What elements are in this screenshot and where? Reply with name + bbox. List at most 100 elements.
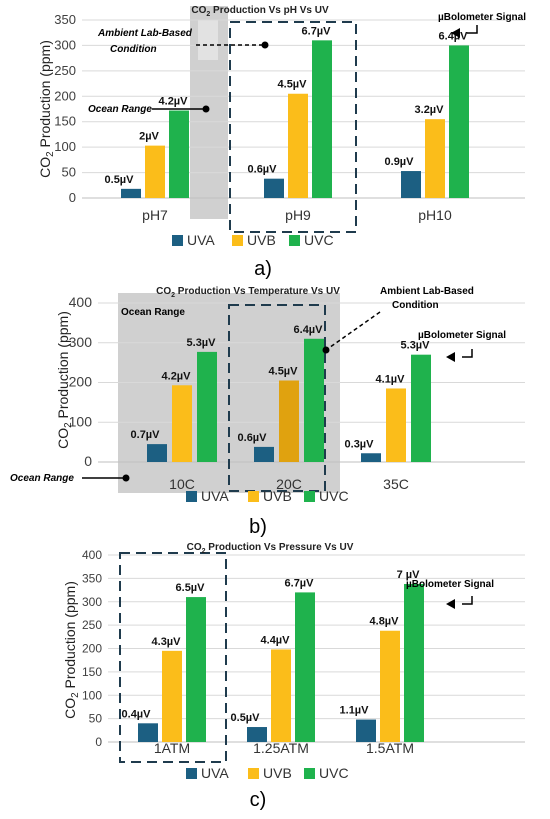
y-tick-label: 300 (69, 334, 93, 350)
chart-title-suffix: Production Vs Temperature Vs UV (175, 286, 340, 297)
x-category-label: 10C (169, 476, 195, 492)
y-tick-label: 150 (82, 665, 102, 679)
x-category-label: 1.5ATM (366, 740, 414, 756)
x-category-label: pH9 (285, 207, 311, 223)
panel-label: c) (250, 789, 267, 811)
bar-uva-ph7 (121, 188, 141, 198)
bar-uvc-10c (197, 351, 217, 462)
y-tick-label: 50 (62, 165, 76, 180)
ocean-condition-box (119, 552, 227, 763)
chart-title-suffix: Production Vs pH Vs UV (210, 5, 329, 16)
data-label: 7 µV (397, 569, 421, 581)
bar-uva-10c (147, 444, 167, 462)
bar-uvc-1atm (186, 597, 206, 742)
x-category-label: pH10 (418, 207, 452, 223)
chart-title-prefix: CO (191, 5, 206, 16)
bar-uvc-ph10 (449, 45, 469, 198)
legend-label-uva: UVA (187, 232, 215, 248)
legend-swatch-uva (186, 491, 197, 502)
chart-title: CO2 Production Vs Pressure Vs UV (187, 542, 354, 555)
arrow-tail (462, 596, 473, 605)
legend-label-uvc: UVC (319, 765, 349, 781)
bar-uvc-20c (304, 338, 324, 462)
data-label: 6.5µV (176, 582, 206, 594)
legend-label-uva: UVA (201, 488, 229, 504)
legend: UVA UVB UVC (186, 765, 349, 781)
y-axis-label-co: CO (62, 698, 78, 719)
chart-panel-2: 0 100 200 300 400 0.7µV 4.2µV 5.3µV 10C 0.6µV 4.5µ… (55, 286, 525, 538)
panel-label: b) (249, 516, 267, 538)
chart-title-subscript: 2 (171, 292, 175, 299)
data-label: 4.8µV (370, 616, 400, 628)
data-label: 4.3µV (152, 636, 182, 648)
bar-uva-ph10 (401, 171, 421, 198)
bar-uvc-1.25atm (295, 592, 315, 742)
arrow-tail (467, 25, 478, 34)
legend-label-uvb: UVB (263, 488, 292, 504)
ambient-annotation-line2: Condition (392, 300, 439, 311)
bar-uvb-10c (172, 385, 192, 462)
data-label: 6.4µV (439, 30, 469, 42)
data-label: 4.2µV (162, 370, 192, 382)
y-axis-label: CO2 Production (ppm) (62, 581, 81, 719)
y-tick-label: 250 (82, 618, 102, 632)
legend-swatch-uva (186, 768, 197, 779)
bolometer-annotation: µBolometer Signal (438, 12, 526, 23)
legend-label-uvc: UVC (319, 488, 349, 504)
y-tick-label: 50 (89, 712, 103, 726)
arrow-head (446, 599, 455, 609)
x-category-label: 1ATM (154, 740, 190, 756)
bar-uva-ph9 (264, 178, 284, 198)
bar-uvc-ph9 (312, 40, 332, 198)
data-label: 2µV (139, 131, 159, 143)
ambient-highlight (198, 20, 218, 60)
leader-dot (261, 41, 269, 49)
x-category-label: 20C (276, 476, 302, 492)
ambient-condition-box (229, 21, 357, 233)
legend-label-uvb: UVB (263, 765, 292, 781)
bar-uvb-ph9 (288, 93, 308, 198)
y-axis-label-co: CO (37, 157, 53, 178)
y-axis-label-subscript: 2 (63, 422, 74, 427)
y-axis-label-subscript: 2 (45, 151, 56, 156)
legend: UVA UVB UVC (172, 232, 334, 248)
bar-uvb-ph7 (145, 145, 165, 198)
chart-title: CO2 Production Vs Temperature Vs UV (156, 286, 340, 299)
bolometer-arrow-icon (446, 596, 473, 609)
data-label: 0.5µV (105, 174, 135, 186)
ambient-leader (322, 311, 381, 354)
ocean-annotation: Ocean Range (10, 473, 74, 484)
ambient-condition-box (228, 304, 326, 492)
ocean-range-label-inside: Ocean Range (121, 307, 185, 318)
chart-title-suffix: Production Vs Pressure Vs UV (206, 542, 354, 553)
bar-uva-1.5atm (356, 719, 376, 742)
y-axis-label: CO2 Production (ppm) (37, 40, 56, 178)
data-label: 4.4µV (261, 634, 291, 646)
legend-label-uvc: UVC (304, 232, 334, 248)
y-tick-label: 0 (69, 190, 76, 205)
bolometer-arrow-icon (446, 349, 473, 362)
data-label: 4.5µV (269, 366, 299, 378)
y-tick-label: 100 (69, 413, 93, 429)
bar-uva-20c (254, 446, 274, 462)
chart-title: CO2 Production Vs pH Vs UV (191, 5, 329, 18)
y-tick-label: 100 (54, 139, 76, 154)
leader-dot (202, 105, 210, 113)
y-tick-label: 300 (82, 595, 102, 609)
bar-uvb-1atm (162, 650, 182, 742)
data-label: 0.5µV (231, 712, 261, 724)
y-tick-label: 250 (54, 63, 76, 78)
y-axis-label-subscript: 2 (70, 692, 81, 697)
leader-dot (322, 346, 330, 354)
x-category-label: 35C (383, 476, 409, 492)
bar-uvb-35c (386, 388, 406, 462)
y-tick-label: 200 (82, 642, 102, 656)
data-label: 5.3µV (401, 340, 431, 352)
bolometer-arrow-icon (451, 25, 478, 38)
y-tick-label: 400 (82, 548, 102, 562)
bar-uvc-35c (411, 354, 431, 462)
data-label: 0.6µV (238, 432, 268, 444)
bolometer-annotation: µBolometer Signal (406, 579, 494, 590)
bar-uvb-1.25atm (271, 649, 291, 742)
data-label: 4.2µV (159, 96, 189, 108)
